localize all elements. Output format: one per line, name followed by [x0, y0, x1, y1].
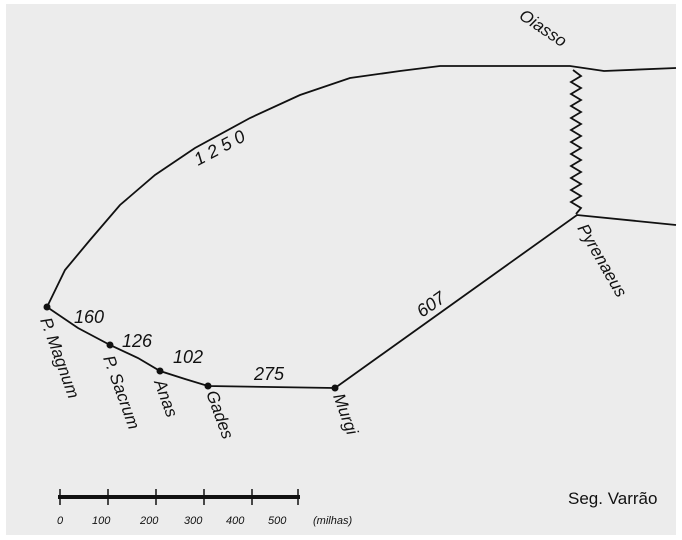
pyrenees-mountains — [569, 69, 583, 215]
distance-label-gades-murgi: 275 — [253, 364, 285, 384]
scale-tick-200: 200 — [139, 515, 159, 527]
place-label-oiasso: Oiasso — [516, 6, 570, 51]
place-label-murgi: Murgi — [329, 391, 362, 439]
map-credit: Seg. Varrão — [568, 489, 657, 508]
scale-tick-0: 0 — [57, 515, 64, 527]
scale-tick-100: 100 — [92, 515, 111, 527]
map-background — [6, 4, 676, 535]
distance-label-sacrum-anas: 126 — [122, 331, 153, 351]
scale-unit: (milhas) — [313, 515, 352, 527]
town-dot-murgi — [331, 384, 339, 392]
town-dot-p-sacrum — [106, 341, 114, 349]
place-label-anas: Anas — [150, 376, 182, 420]
town-dot-anas — [156, 367, 164, 375]
town-dot-p-magnum — [43, 303, 51, 311]
distance-label-northern: 1 2 5 0 — [190, 126, 248, 170]
scale-tick-500: 500 — [268, 515, 287, 527]
scale-tick-400: 400 — [226, 515, 245, 527]
distance-label-anas-gades: 102 — [173, 347, 203, 367]
route-northern — [46, 65, 677, 308]
town-dot-gades — [204, 382, 212, 390]
place-label-gades: Gades — [202, 388, 237, 442]
distance-label-murgi-pyrenaeus: 607 — [413, 287, 450, 321]
place-label-p-sacrum: P. Sacrum — [99, 353, 143, 432]
scale-tick-300: 300 — [184, 515, 203, 527]
place-label-pyrenaeus: Pyrenaeus — [574, 221, 631, 301]
route-coastal — [46, 214, 677, 389]
place-label-p-magnum: P. Magnum — [36, 315, 83, 401]
scale-bar: 0 100 200 300 400 500 (milhas) — [57, 489, 352, 527]
distance-label-magnum-sacrum: 160 — [74, 307, 104, 327]
